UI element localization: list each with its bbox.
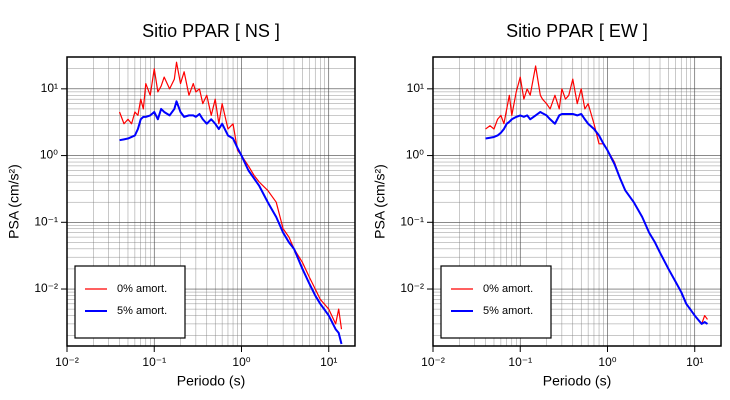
y-tick-label: 10⁻¹	[400, 214, 424, 228]
x-axis-label: Periodo (s)	[543, 373, 611, 389]
chart: Sitio PPAR [ NS ] 10⁻² 10⁻¹ 10⁰ 10¹ 10⁻² 10⁻¹ 1…	[6, 21, 356, 389]
legend-box	[74, 265, 186, 339]
x-tick-label: 10⁰	[232, 355, 250, 369]
y-tick-label: 10⁻²	[34, 281, 58, 295]
y-axis-label: PSA (cm/s²)	[6, 164, 22, 239]
x-tick-label: 10⁻¹	[142, 355, 166, 369]
x-tick-label: 10⁻²	[55, 355, 79, 369]
legend-label: 0% amort.	[117, 283, 167, 295]
legend-label: 5% amort.	[483, 305, 533, 317]
x-tick-label: 10¹	[320, 355, 337, 369]
y-tick-label: 10¹	[407, 81, 424, 95]
series-line	[119, 100, 343, 345]
y-tick-label: 10⁻¹	[34, 214, 58, 228]
y-tick-label: 10¹	[41, 81, 58, 95]
y-tick-label: 10⁻²	[400, 281, 424, 295]
x-tick-label: 10¹	[686, 355, 703, 369]
x-tick-label: 10⁻²	[421, 355, 445, 369]
y-axis-label: PSA (cm/s²)	[372, 164, 388, 239]
legend-label: 5% amort.	[117, 305, 167, 317]
series-line	[485, 110, 709, 325]
plot-frame	[66, 56, 356, 347]
x-tick-label: 10⁻¹	[508, 355, 532, 369]
chart-title: Sitio PPAR [ NS ]	[142, 21, 280, 41]
chart-title: Sitio PPAR [ EW ]	[506, 21, 648, 41]
x-axis-label: Periodo (s)	[177, 373, 245, 389]
y-tick-label: 10⁰	[40, 148, 58, 162]
plot-frame	[432, 56, 722, 347]
legend-label: 0% amort.	[483, 283, 533, 295]
y-tick-label: 10⁰	[406, 148, 424, 162]
chart: Sitio PPAR [ EW ] 10⁻² 10⁻¹ 10⁰ 10¹ 10⁻² 10⁻¹ 1…	[372, 21, 722, 389]
x-tick-label: 10⁰	[598, 355, 616, 369]
legend-box	[440, 265, 552, 339]
